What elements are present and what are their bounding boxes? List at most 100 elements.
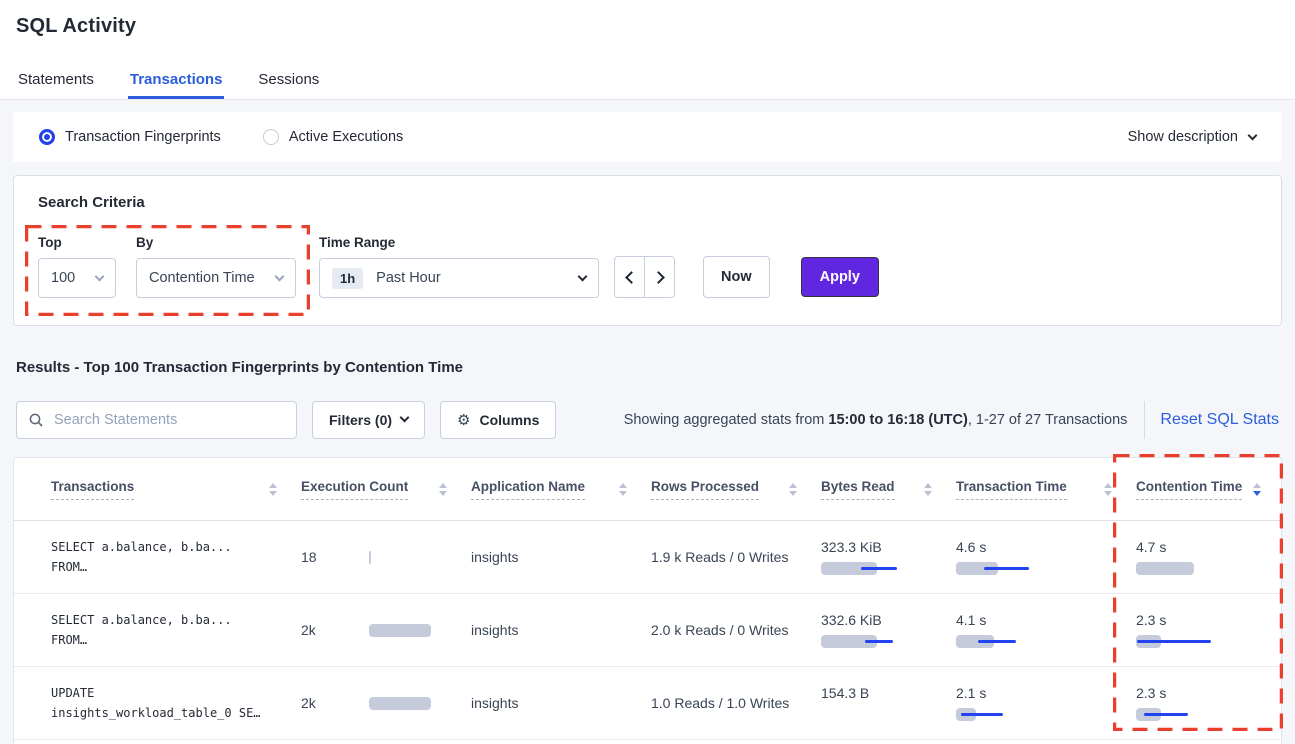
table-row[interactable]: SELECT a.balance, b.ba... FROM… 18 insights… bbox=[14, 521, 1281, 594]
column-header-transaction-time[interactable]: Transaction Time bbox=[956, 479, 1136, 500]
columns-button[interactable]: ⚙ Columns bbox=[440, 401, 557, 439]
radio-option-active-executions[interactable]: Active Executions bbox=[262, 129, 403, 145]
search-criteria-card: Search Criteria Top 100 By Contention Ti… bbox=[13, 175, 1282, 326]
show-description-toggle[interactable]: Show description bbox=[1127, 129, 1258, 145]
mean-bar bbox=[956, 562, 998, 575]
fingerprint-mode-radio-group: Transaction Fingerprints Active Execution… bbox=[39, 129, 403, 145]
tab-transactions[interactable]: Transactions bbox=[127, 71, 225, 99]
column-header-execution-count[interactable]: Execution Count bbox=[301, 479, 471, 500]
sql-line-1: SELECT a.balance, b.ba... bbox=[51, 540, 232, 554]
sort-icon[interactable] bbox=[789, 482, 797, 496]
sort-icon[interactable] bbox=[924, 482, 932, 496]
bar-graph bbox=[1136, 708, 1241, 721]
column-header-transactions[interactable]: Transactions bbox=[51, 479, 301, 500]
sort-icon[interactable] bbox=[1104, 482, 1112, 496]
cell-value: 2.3 s bbox=[1136, 612, 1167, 628]
sort-down-arrow bbox=[269, 490, 277, 496]
cell-value: 4.7 s bbox=[1136, 539, 1167, 555]
sort-icon[interactable] bbox=[269, 482, 277, 496]
next-time-button[interactable] bbox=[644, 256, 675, 298]
bar-graph bbox=[1136, 635, 1241, 648]
tabs: Statements Transactions Sessions bbox=[16, 71, 321, 99]
cell-value: 2.3 s bbox=[1136, 685, 1167, 701]
sort-up-arrow bbox=[439, 482, 447, 488]
mean-bar bbox=[1136, 562, 1194, 575]
transaction-fingerprint-cell[interactable]: UPDATE insights_workload_table_0 SE… bbox=[51, 683, 301, 723]
time-range-select[interactable]: 1h Past Hour bbox=[319, 258, 599, 298]
sort-icon[interactable] bbox=[619, 482, 627, 496]
cell-value: 4.6 s bbox=[956, 539, 987, 555]
application-name-cell: insights bbox=[471, 549, 519, 565]
filters-label: Filters (0) bbox=[329, 412, 393, 428]
top-field: Top 100 bbox=[38, 235, 116, 298]
sort-up-arrow bbox=[1104, 482, 1112, 488]
bar-graph bbox=[956, 708, 1061, 721]
cell-value: 2.1 s bbox=[956, 685, 987, 701]
table-body: SELECT a.balance, b.ba... FROM… 18 insights… bbox=[14, 521, 1281, 740]
bar-graph bbox=[821, 708, 926, 721]
stddev-line bbox=[978, 640, 1016, 643]
cell-value: 2k bbox=[301, 622, 316, 638]
transaction-time-cell: 4.6 s bbox=[956, 539, 1136, 575]
search-input[interactable] bbox=[52, 411, 284, 429]
sql-line-2: FROM… bbox=[51, 633, 88, 647]
sort-down-arrow bbox=[1253, 490, 1261, 496]
execution-count-cell: 2k bbox=[301, 695, 471, 711]
transaction-fingerprint-cell[interactable]: SELECT a.balance, b.ba... FROM… bbox=[51, 610, 301, 650]
mean-bar bbox=[369, 696, 431, 710]
column-header-bytes-read[interactable]: Bytes Read bbox=[821, 479, 956, 500]
apply-button[interactable]: Apply bbox=[800, 257, 879, 297]
table-row[interactable]: SELECT a.balance, b.ba... FROM… 2k insights… bbox=[14, 594, 1281, 667]
now-button[interactable]: Now bbox=[703, 256, 770, 298]
chevron-left-icon bbox=[624, 270, 638, 284]
table-header-row: Transactions Execution Count Application N… bbox=[14, 458, 1281, 521]
application-name-cell: insights bbox=[471, 695, 519, 711]
cell-value: 154.3 B bbox=[821, 685, 870, 701]
sort-down-arrow bbox=[619, 490, 627, 496]
transaction-fingerprint-cell[interactable]: SELECT a.balance, b.ba... FROM… bbox=[51, 537, 301, 577]
tab-statements[interactable]: Statements bbox=[18, 71, 94, 88]
by-select-value: Contention Time bbox=[149, 270, 255, 286]
sql-line-1: UPDATE bbox=[51, 686, 95, 700]
mean-bar bbox=[956, 635, 994, 648]
sort-icon[interactable] bbox=[439, 482, 447, 496]
cell-value: 4.1 s bbox=[956, 612, 987, 628]
column-header-label: Application Name bbox=[471, 479, 586, 500]
time-range-label: Time Range bbox=[319, 235, 396, 250]
mean-bar bbox=[369, 550, 371, 564]
by-select[interactable]: Contention Time bbox=[136, 258, 296, 298]
execution-count-cell: 18 bbox=[301, 549, 471, 565]
view-toggle-strip: Transaction Fingerprints Active Execution… bbox=[13, 112, 1282, 162]
tab-sessions[interactable]: Sessions bbox=[258, 71, 320, 88]
column-header-label: Rows Processed bbox=[651, 479, 760, 500]
radio-option-transaction-fingerprints[interactable]: Transaction Fingerprints bbox=[39, 129, 221, 145]
sort-up-arrow bbox=[924, 482, 932, 488]
column-header-rows-processed[interactable]: Rows Processed bbox=[651, 479, 821, 500]
reset-sql-stats-link[interactable]: Reset SQL Stats bbox=[1160, 411, 1279, 428]
show-description-label: Show description bbox=[1127, 129, 1238, 145]
column-header-application-name[interactable]: Application Name bbox=[471, 479, 651, 500]
contention-time-cell: 2.3 s bbox=[1136, 685, 1265, 721]
top-select-value: 100 bbox=[51, 270, 76, 286]
sort-icon[interactable] bbox=[1253, 482, 1261, 496]
previous-time-button[interactable] bbox=[614, 256, 645, 298]
gear-icon: ⚙ bbox=[457, 412, 471, 429]
bar-graph bbox=[1136, 562, 1241, 575]
cell-value: 323.3 KiB bbox=[821, 539, 882, 555]
bytes-read-cell: 323.3 KiB bbox=[821, 539, 956, 575]
sort-up-arrow bbox=[269, 482, 277, 488]
column-header-contention-time[interactable]: Contention Time bbox=[1136, 479, 1265, 500]
search-icon bbox=[29, 413, 43, 427]
top-select[interactable]: 100 bbox=[38, 258, 116, 298]
chevron-down-icon bbox=[399, 412, 410, 423]
filters-button[interactable]: Filters (0) bbox=[312, 401, 426, 439]
table-row[interactable]: UPDATE insights_workload_table_0 SE… 2k ins… bbox=[14, 667, 1281, 740]
chevron-down-icon bbox=[1247, 130, 1258, 140]
search-box[interactable] bbox=[16, 401, 297, 439]
radio-label: Transaction Fingerprints bbox=[65, 129, 221, 145]
stddev-line bbox=[1144, 713, 1188, 716]
rows-processed-cell: 1.0 Reads / 1.0 Writes bbox=[651, 695, 790, 711]
stats-summary: Showing aggregated stats from 15:00 to 1… bbox=[624, 401, 1279, 439]
time-step-buttons bbox=[614, 256, 675, 298]
rows-processed-cell: 2.0 k Reads / 0 Writes bbox=[651, 622, 789, 638]
